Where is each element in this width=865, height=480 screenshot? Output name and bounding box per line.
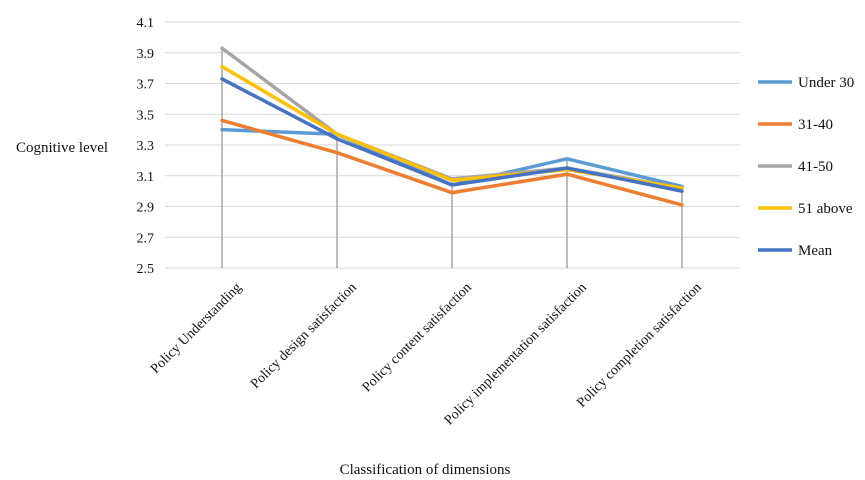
y-axis-title: Cognitive level <box>16 140 108 156</box>
series-line-mean <box>220 77 684 193</box>
legend-item: Mean <box>758 243 833 259</box>
y-tick-label: 4.1 <box>137 16 155 31</box>
y-tick-label: 3.5 <box>137 108 155 123</box>
legend-label: Mean <box>798 243 833 259</box>
y-tick-label: 2.5 <box>137 262 155 277</box>
series-lines <box>220 46 684 207</box>
legend-item: 31-40 <box>758 117 833 133</box>
series-line-31-40 <box>220 118 684 207</box>
legend: Under 30 31-40 41-50 51 above Mean <box>758 75 854 259</box>
legend-label: 41-50 <box>798 159 833 175</box>
x-category-label: Policy content satisfaction <box>360 280 475 395</box>
legend-item: 51 above <box>758 201 853 217</box>
legend-item: Under 30 <box>758 75 854 91</box>
gridlines <box>165 21 740 269</box>
legend-item: 41-50 <box>758 159 833 175</box>
x-axis-title: Classification of dimensions <box>340 462 511 478</box>
x-category-label: Policy implementation satisfaction <box>442 280 590 428</box>
y-tick-label: 3.3 <box>137 139 155 154</box>
series-line-41-50 <box>220 46 684 190</box>
x-category-label: Policy design satisfaction <box>248 280 360 392</box>
y-tick-label: 3.1 <box>137 170 155 185</box>
y-axis-ticks: 2.5 2.7 2.9 3.1 3.3 3.5 3.7 3.9 4.1 <box>137 16 155 277</box>
legend-label: 31-40 <box>798 117 833 133</box>
x-category-label: Policy Understanding <box>148 280 245 377</box>
x-axis-categories: Policy Understanding Policy design satisf… <box>148 280 705 428</box>
y-tick-label: 2.7 <box>137 231 155 246</box>
y-tick-label: 2.9 <box>137 201 155 216</box>
x-category-label: Policy completion satisfaction <box>574 280 704 410</box>
y-tick-label: 3.9 <box>137 47 155 62</box>
drop-lines <box>221 48 683 268</box>
legend-label: Under 30 <box>798 75 854 91</box>
y-tick-label: 3.7 <box>137 78 155 93</box>
legend-label: 51 above <box>798 201 853 217</box>
